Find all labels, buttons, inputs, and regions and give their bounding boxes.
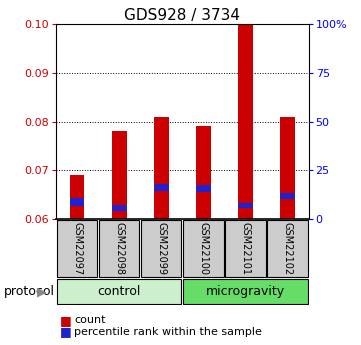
Bar [238, 203, 253, 208]
Text: GSM22101: GSM22101 [240, 222, 251, 275]
Text: GSM22098: GSM22098 [114, 222, 124, 275]
Text: count: count [74, 315, 105, 325]
Bar [238, 24, 253, 219]
Bar [57, 279, 182, 304]
Text: GSM22100: GSM22100 [198, 222, 208, 275]
Bar [112, 205, 126, 211]
Bar [280, 193, 295, 199]
Text: ■: ■ [60, 325, 71, 338]
Bar [280, 117, 295, 219]
Bar [268, 220, 308, 277]
Text: control: control [97, 285, 141, 298]
Text: GSM22097: GSM22097 [72, 222, 82, 275]
Title: GDS928 / 3734: GDS928 / 3734 [124, 8, 240, 23]
Text: percentile rank within the sample: percentile rank within the sample [74, 327, 262, 337]
Text: microgravity: microgravity [206, 285, 285, 298]
Bar [154, 184, 169, 190]
Text: ■: ■ [60, 314, 71, 327]
Bar [196, 185, 211, 191]
Bar [154, 117, 169, 219]
Bar [225, 220, 266, 277]
Text: GSM22099: GSM22099 [156, 222, 166, 275]
Text: ▶: ▶ [37, 285, 46, 298]
Bar [57, 220, 97, 277]
Text: GSM22102: GSM22102 [283, 222, 293, 275]
Bar [112, 131, 126, 219]
Text: protocol: protocol [4, 285, 55, 298]
Bar [196, 127, 211, 219]
Bar [183, 279, 308, 304]
Bar [183, 220, 223, 277]
Bar [99, 220, 139, 277]
Bar [141, 220, 182, 277]
Bar [70, 175, 84, 219]
Bar [70, 198, 84, 206]
